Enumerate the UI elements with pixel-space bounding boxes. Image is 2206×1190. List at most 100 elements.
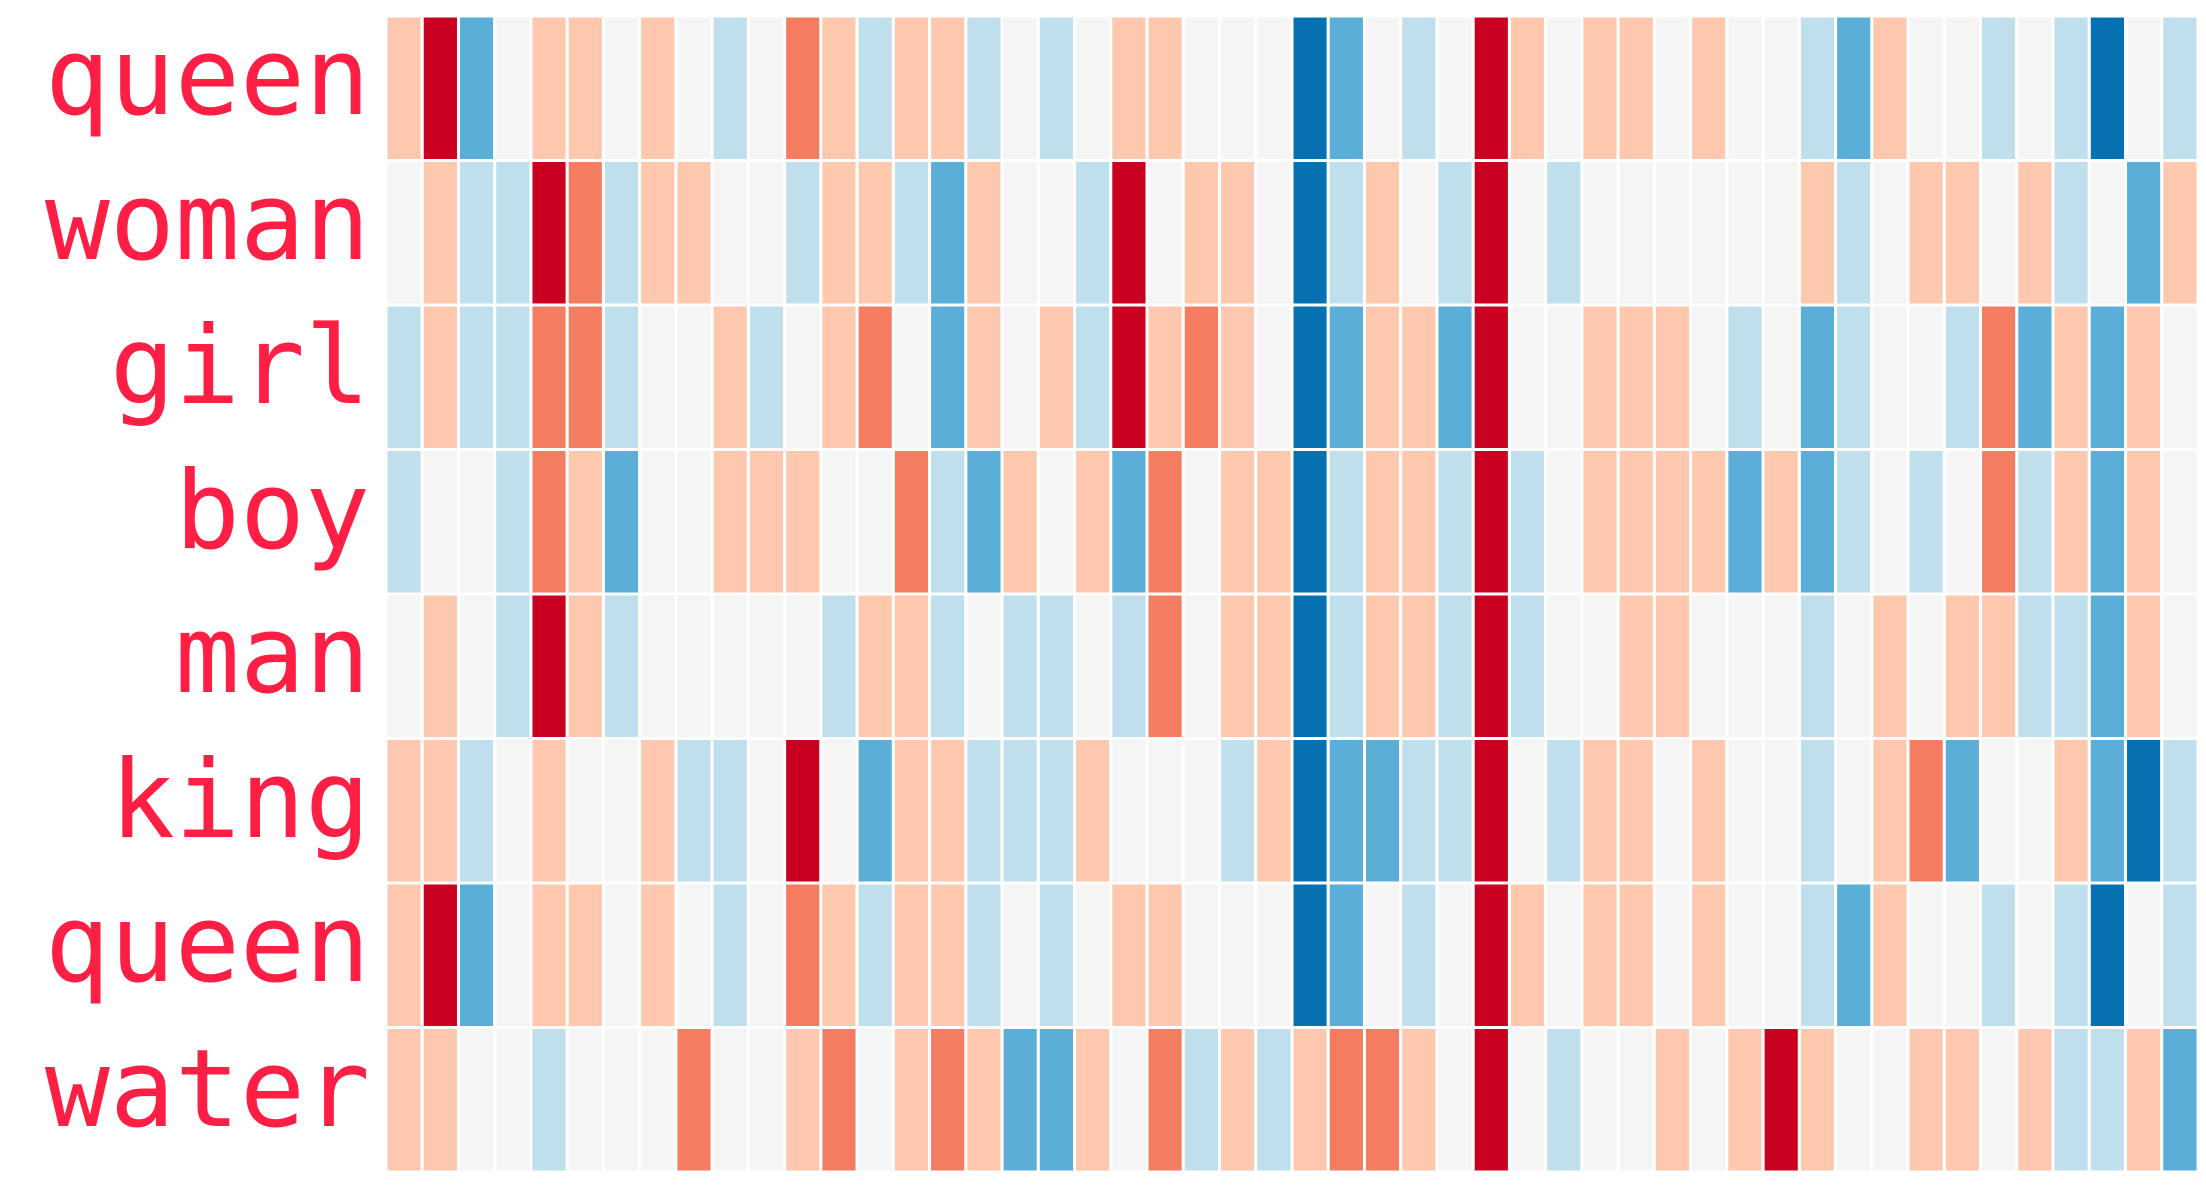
heatmap-cell <box>1580 737 1620 885</box>
heatmap-cell <box>1399 14 1439 162</box>
heatmap-cell <box>746 592 787 740</box>
heatmap-cell <box>1399 592 1439 740</box>
heatmap-cell <box>565 159 605 307</box>
heatmap-cell <box>1580 448 1620 596</box>
heatmap-cell <box>746 737 787 885</box>
heatmap-cell <box>1870 881 1910 1029</box>
heatmap-cell <box>783 303 823 451</box>
heatmap-cell <box>1471 159 1511 307</box>
heatmap-cell <box>384 737 424 885</box>
heatmap-cell <box>529 881 569 1029</box>
heatmap-cell <box>1471 303 1511 451</box>
heatmap-cell <box>746 881 787 1029</box>
heatmap-cell <box>384 592 424 740</box>
heatmap-cell <box>1000 159 1040 307</box>
heatmap-cell <box>1435 737 1475 885</box>
heatmap-cell <box>493 14 533 162</box>
heatmap-cell <box>1471 737 1511 885</box>
heatmap-cell <box>1326 737 1366 885</box>
heatmap-cell <box>1725 881 1765 1029</box>
heatmap-cell <box>384 881 424 1029</box>
heatmap-cell <box>1399 159 1439 307</box>
heatmap-cell <box>601 303 642 451</box>
heatmap-cell <box>1362 159 1403 307</box>
heatmap-cell <box>855 14 895 162</box>
heatmap-cell <box>1507 159 1548 307</box>
heatmap-cell <box>891 881 932 1029</box>
heatmap-cell <box>1399 1026 1439 1174</box>
heatmap-cell <box>964 448 1004 596</box>
heatmap-cell <box>1616 592 1656 740</box>
row-label-queen-2: queen <box>44 882 370 1008</box>
heatmap-cell <box>2087 1026 2128 1174</box>
heatmap-cell <box>746 159 787 307</box>
heatmap-cell <box>674 881 714 1029</box>
heatmap-cell <box>2124 14 2164 162</box>
heatmap-cell <box>1544 14 1584 162</box>
heatmap-cell <box>1109 14 1149 162</box>
heatmap-cell <box>855 303 895 451</box>
heatmap-cell <box>1145 737 1185 885</box>
heatmap-cell <box>1652 14 1693 162</box>
heatmap-cell <box>674 592 714 740</box>
heatmap-cell <box>928 448 968 596</box>
heatmap-cell <box>1362 14 1403 162</box>
heatmap-cell <box>783 159 823 307</box>
heatmap-cell <box>710 1026 750 1174</box>
heatmap-cell <box>1073 159 1113 307</box>
heatmap-cell <box>1435 592 1475 740</box>
heatmap-cell <box>1797 14 1838 162</box>
heatmap-cell <box>819 448 859 596</box>
heatmap-cell <box>2087 881 2128 1029</box>
heatmap-cell <box>1145 303 1185 451</box>
heatmap-cell <box>1834 592 1874 740</box>
heatmap-cell <box>964 303 1004 451</box>
heatmap-cell <box>674 14 714 162</box>
heatmap-cell <box>1652 303 1693 451</box>
heatmap-cell <box>783 737 823 885</box>
heatmap-cell <box>2015 1026 2055 1174</box>
heatmap-cell <box>1652 159 1693 307</box>
heatmap-cell <box>1507 303 1548 451</box>
heatmap-cell <box>1435 448 1475 596</box>
heatmap-cell <box>891 14 932 162</box>
heatmap-cell <box>420 737 460 885</box>
heatmap-cell <box>710 14 750 162</box>
heatmap-cell <box>2124 592 2164 740</box>
heatmap-cell <box>1435 1026 1475 1174</box>
heatmap-cell <box>1362 1026 1403 1174</box>
heatmap-cell <box>891 303 932 451</box>
heatmap-cell <box>783 592 823 740</box>
heatmap-cell <box>1326 448 1366 596</box>
heatmap-cell <box>1870 737 1910 885</box>
heatmap-cell <box>928 159 968 307</box>
heatmap-cell <box>1906 159 1946 307</box>
heatmap-cell <box>710 303 750 451</box>
heatmap-cell <box>1218 303 1258 451</box>
heatmap-cell <box>1000 1026 1040 1174</box>
heatmap-cell <box>1000 14 1040 162</box>
heatmap-cell <box>1761 737 1801 885</box>
heatmap-cell <box>1290 14 1330 162</box>
heatmap-cell <box>565 303 605 451</box>
heatmap-cell <box>891 737 932 885</box>
heatmap-cell <box>928 14 968 162</box>
heatmap-cell <box>1036 1026 1077 1174</box>
heatmap-cell <box>1507 881 1548 1029</box>
heatmap-cell <box>1036 14 1077 162</box>
heatmap-cell <box>964 1026 1004 1174</box>
heatmap-cell <box>746 448 787 596</box>
heatmap-cell <box>2124 159 2164 307</box>
heatmap-cell <box>710 737 750 885</box>
heatmap-cell <box>1362 448 1403 596</box>
heatmap-cell <box>601 1026 642 1174</box>
heatmap-cell <box>1906 1026 1946 1174</box>
heatmap-cell <box>1145 881 1185 1029</box>
heatmap-cell <box>1797 737 1838 885</box>
heatmap-cell <box>2087 448 2128 596</box>
heatmap-cell <box>819 737 859 885</box>
heatmap-cell <box>964 159 1004 307</box>
heatmap-cell <box>2124 303 2164 451</box>
heatmap-cell <box>1761 303 1801 451</box>
